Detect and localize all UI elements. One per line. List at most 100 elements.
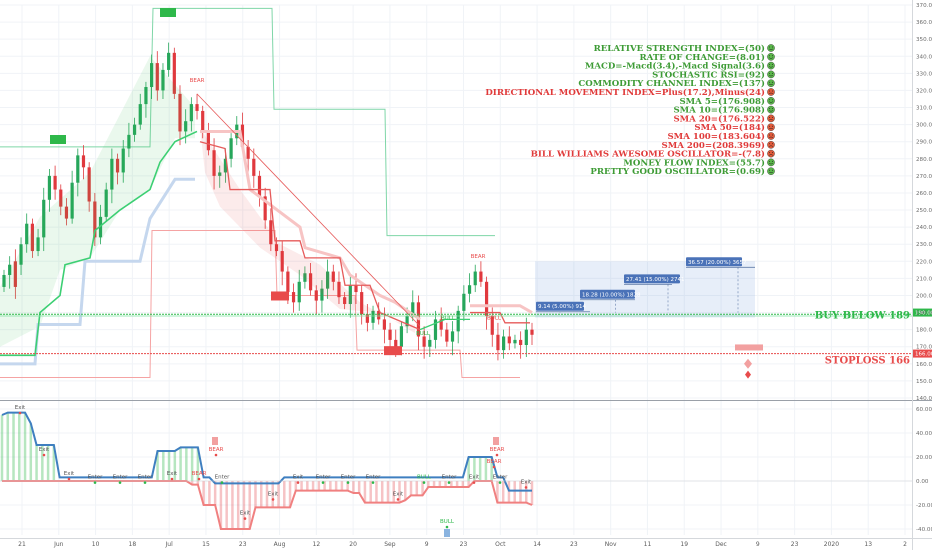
stoploss-flag (735, 344, 763, 351)
candle-body (189, 104, 193, 122)
price-tick-label: 360.00 (916, 20, 932, 26)
osc-signal-label: BEAR (209, 447, 224, 453)
candle-body (229, 138, 233, 159)
candle-body (377, 310, 381, 320)
face-eye-icon (769, 99, 771, 101)
osc-signal-label: Exit (39, 447, 50, 453)
candle-body (195, 104, 199, 111)
stoploss-arrow-icon (745, 370, 751, 379)
osc-tick-label: 40.00 (916, 431, 932, 437)
osc-signal-label: Enter (493, 475, 509, 481)
candle-body (47, 175, 52, 200)
osc-signal-label: Exit (469, 475, 480, 481)
osc-bear-flag-icon (493, 437, 499, 445)
frown-icon (767, 140, 775, 149)
face-mouth-icon (768, 66, 774, 68)
candle-body (263, 196, 267, 221)
price-tick-label: 310.00 (916, 106, 932, 112)
x-tick-label: 9 (756, 541, 760, 548)
candle-body (439, 319, 443, 330)
bear-supertrend-line (199, 141, 421, 331)
smiley-icon (767, 61, 775, 70)
price-tick-label: 140.00 (916, 396, 932, 402)
candle-body (274, 244, 279, 252)
target-box-label: 9.14 (5.00%) 914 (538, 304, 587, 310)
candle-body (127, 134, 131, 149)
osc-signal-dot (67, 477, 71, 481)
signal-label: BULL (487, 315, 502, 321)
osc-signal-label: Exit (15, 405, 26, 411)
candle-body (354, 285, 358, 293)
candle-body (502, 336, 506, 351)
candle-body (64, 206, 69, 219)
osc-signal-label: Enter (366, 475, 382, 481)
candle-body (530, 329, 534, 335)
indicator-line: SMA 100=(183.604) (667, 131, 765, 142)
candle-body (36, 237, 40, 252)
candle-body (2, 274, 6, 287)
osc-signal-dot (220, 481, 224, 484)
x-tick-label: 14 (533, 541, 541, 548)
price-tick-label: 170.00 (916, 345, 932, 351)
x-tick-label: 18 (129, 541, 137, 548)
face-mouth-icon (768, 92, 774, 95)
osc-signal-label: Enter (88, 475, 104, 481)
bear-supertrend-line (470, 311, 530, 324)
x-tick-label: 23 (570, 541, 578, 548)
osc-signal-dot (524, 486, 528, 489)
osc-signal-dot (472, 481, 476, 484)
candle-body (422, 336, 426, 347)
sell-flag-icon (271, 291, 289, 301)
buy-flag-icon (50, 135, 66, 144)
candle-body (484, 281, 489, 316)
price-tick-label: 280.00 (916, 157, 932, 163)
candle-body (394, 339, 398, 347)
candle-body (343, 297, 347, 305)
face-eye-icon (769, 81, 771, 83)
candle-body (42, 199, 46, 238)
x-tick-label: 12 (313, 541, 321, 548)
candle-body (490, 315, 494, 335)
price-level-label: BUY BELOW 189 (815, 310, 910, 321)
osc-signal-label: BULL (417, 475, 432, 481)
candle-body (252, 158, 256, 176)
osc-tick-label: -20.00 (916, 503, 932, 509)
osc-signal-label: Enter (215, 475, 231, 481)
indicator-line: COMMODITY CHANNEL INDEX=(137) (578, 78, 765, 89)
price-tick-label: 270.00 (916, 174, 932, 180)
candle-body (399, 326, 404, 347)
candle-body (433, 319, 438, 340)
candle-body (206, 131, 210, 151)
price-tick-label: 340.00 (916, 54, 932, 60)
candle-body (13, 261, 17, 287)
x-tick-label: 13 (864, 541, 872, 548)
x-tick-label: Dec (715, 541, 727, 548)
candle-body (8, 264, 12, 275)
candle-body (450, 331, 455, 342)
candle-body (150, 63, 154, 88)
candle-body (496, 334, 500, 351)
candle-body (360, 292, 364, 315)
frown-icon (767, 88, 775, 96)
candle-body (104, 189, 108, 217)
face-eye-icon (771, 108, 773, 110)
price-tick-label: 200.00 (916, 293, 932, 299)
signal-label: BULL (441, 315, 456, 321)
bull-supertrend-line (419, 318, 470, 331)
candle-body (348, 285, 352, 305)
face-eye-icon (771, 46, 773, 48)
face-eye-icon (771, 152, 773, 154)
x-tick-label: Oct (495, 541, 506, 548)
candle-body (280, 251, 284, 272)
candle-body (19, 244, 23, 265)
x-tick-label: 21 (18, 541, 26, 548)
candle-body (314, 290, 318, 301)
osc-signal-dot (118, 481, 122, 484)
bull-supertrend-line (0, 130, 198, 357)
face-mouth-icon (768, 145, 774, 147)
frown-icon (767, 114, 775, 123)
bear-trendline (196, 93, 421, 327)
candle-body (405, 315, 409, 327)
face-eye-icon (771, 125, 773, 127)
